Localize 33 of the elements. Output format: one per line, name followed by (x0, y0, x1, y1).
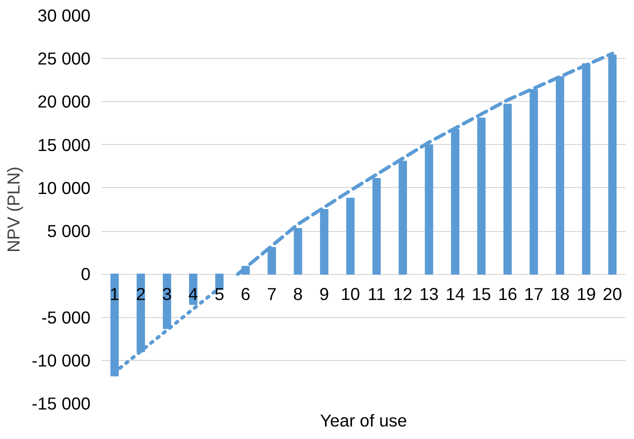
x-tick-label: 13 (419, 284, 439, 304)
x-tick-label: 19 (576, 284, 596, 304)
x-tick-label: 10 (340, 284, 360, 304)
y-tick-label: 30 000 (38, 6, 90, 26)
x-tick-label: 9 (319, 284, 330, 304)
x-tick-label: 5 (214, 284, 224, 304)
x-tick-label: 18 (550, 284, 570, 304)
line-series (236, 52, 614, 276)
x-axis-title: Year of use (320, 410, 408, 430)
y-axis-title: NPV (PLN) (4, 166, 24, 252)
y-tick-label: -5 000 (41, 307, 91, 328)
y-tick-label: 25 000 (38, 48, 90, 69)
x-tick-label: 7 (266, 284, 277, 304)
x-tick-label: 8 (293, 284, 303, 304)
y-tick-label: -10 000 (32, 350, 91, 370)
x-tick-label: 6 (240, 284, 250, 304)
y-tick-label: 0 (80, 264, 91, 284)
x-tick-label: 3 (162, 284, 172, 304)
x-tick-label: 20 (602, 284, 622, 304)
y-tick-label: -15 000 (32, 394, 91, 414)
x-tick-label: 1 (110, 284, 120, 304)
x-tick-label: 15 (472, 284, 492, 304)
y-tick-label: 15 000 (38, 134, 90, 155)
x-tick-label: 16 (498, 284, 518, 304)
x-tick-label: 12 (393, 284, 412, 304)
x-tick-label: 11 (368, 284, 386, 304)
bar (346, 198, 355, 275)
y-tick-label: 20 000 (38, 92, 90, 112)
x-tick-label: 2 (136, 284, 146, 304)
x-tick-label: 17 (524, 284, 544, 304)
x-tick-label: 14 (446, 284, 466, 304)
y-tick-label: 10 000 (38, 178, 90, 198)
y-tick-label: 5 000 (47, 221, 91, 242)
